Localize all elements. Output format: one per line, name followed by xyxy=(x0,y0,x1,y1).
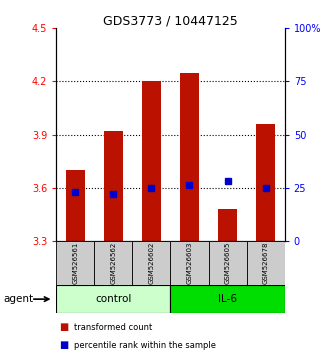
Text: GSM526602: GSM526602 xyxy=(148,242,155,284)
Title: GDS3773 / 10447125: GDS3773 / 10447125 xyxy=(103,14,238,27)
Text: GSM526678: GSM526678 xyxy=(262,241,269,284)
Bar xyxy=(56,285,170,313)
Text: control: control xyxy=(95,294,131,304)
Text: GSM526603: GSM526603 xyxy=(186,241,193,284)
Text: ■: ■ xyxy=(60,340,69,350)
Text: agent: agent xyxy=(3,294,33,304)
Text: ■: ■ xyxy=(60,322,69,332)
Text: GSM526561: GSM526561 xyxy=(72,242,78,284)
Bar xyxy=(209,241,247,285)
Bar xyxy=(132,241,170,285)
Bar xyxy=(218,209,237,241)
Bar xyxy=(66,170,85,241)
Text: GSM526562: GSM526562 xyxy=(110,242,117,284)
Text: transformed count: transformed count xyxy=(74,323,153,332)
Bar xyxy=(56,241,94,285)
Text: percentile rank within the sample: percentile rank within the sample xyxy=(74,341,216,350)
Bar xyxy=(247,241,285,285)
Bar xyxy=(94,241,132,285)
Bar xyxy=(142,81,161,241)
Bar xyxy=(170,285,285,313)
Bar xyxy=(104,131,123,241)
Bar xyxy=(170,241,209,285)
Bar xyxy=(180,73,199,241)
Bar xyxy=(256,124,275,241)
Text: GSM526605: GSM526605 xyxy=(224,242,231,284)
Text: IL-6: IL-6 xyxy=(218,294,237,304)
